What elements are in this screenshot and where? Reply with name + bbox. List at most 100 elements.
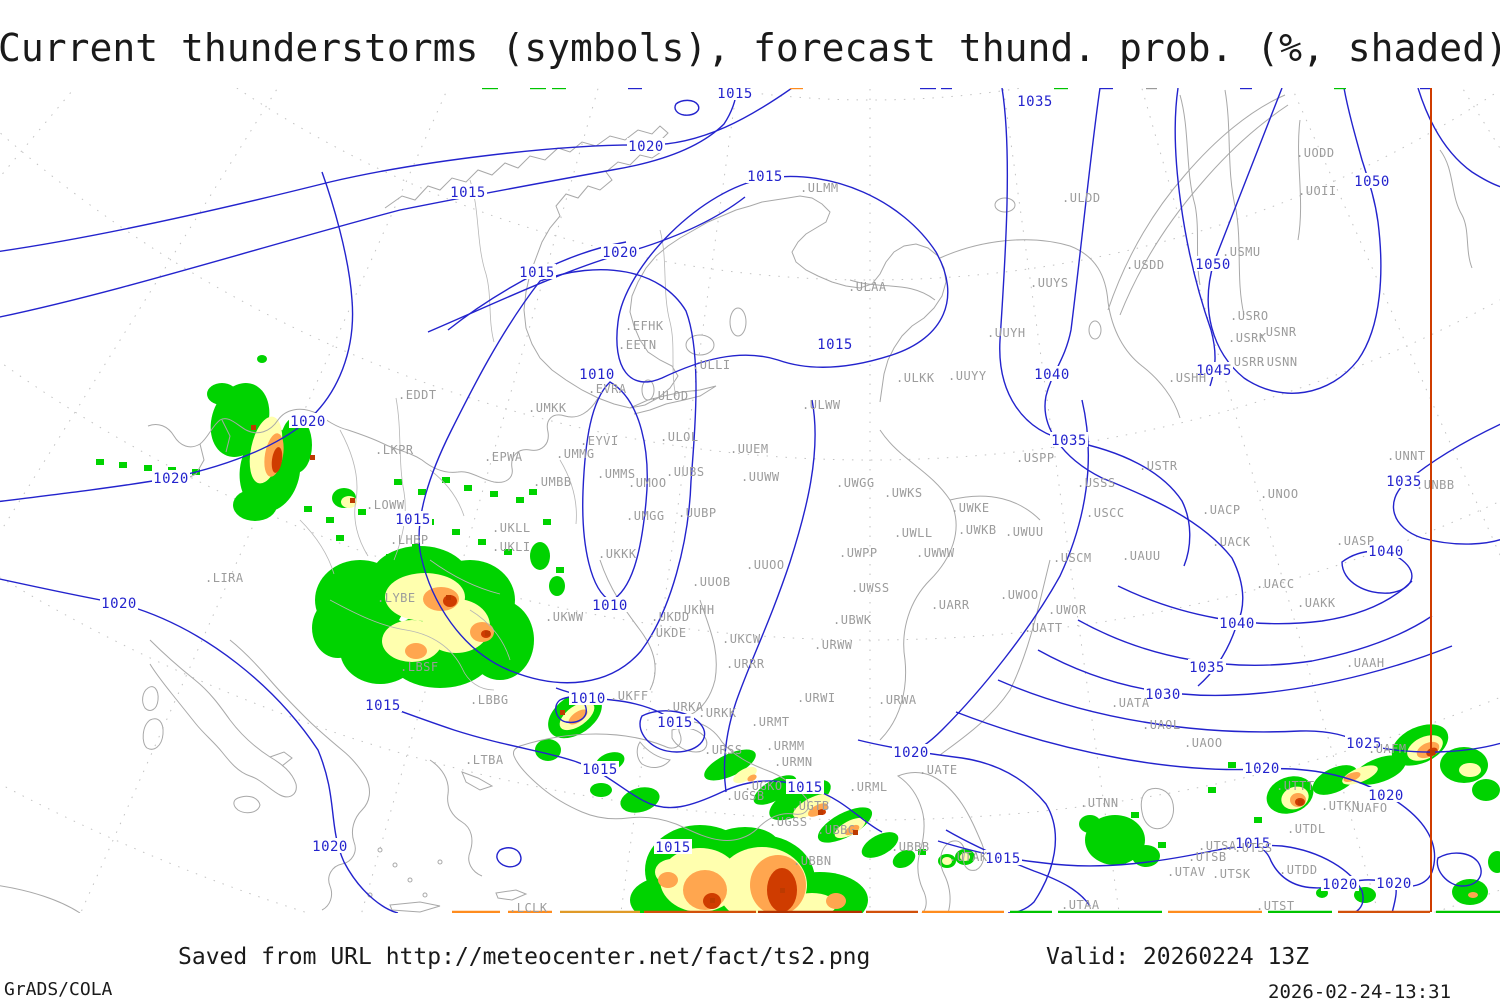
isobar-label: 1015 (787, 780, 823, 796)
isobar-contours (0, 88, 1500, 913)
prob-shading-blob (942, 857, 952, 865)
station-label: .UGKO (744, 779, 783, 793)
station-label: .UMKK (528, 401, 567, 415)
isobar-label-mask (394, 511, 432, 526)
station-label: .UGSS (769, 815, 808, 829)
isobar-label-mask (1385, 473, 1423, 488)
station-label: .UASP (1336, 534, 1375, 548)
station-label: .UWLL (894, 526, 933, 540)
station-label: .UUBP (678, 506, 717, 520)
isobar-label: 1015 (519, 265, 555, 281)
thunderstorm-symbol (446, 595, 451, 600)
station-label: .UMGG (626, 509, 665, 523)
prob-shading-fleck (144, 465, 152, 471)
prob-shading-blob (549, 576, 565, 596)
prob-shading-fleck (336, 535, 344, 541)
isobar-label-mask (816, 336, 854, 351)
isobar-label: 1030 (1145, 687, 1181, 703)
station-label: .UWKS (884, 486, 923, 500)
station-label: .UTST (1256, 899, 1295, 913)
station-label: .UMBB (533, 475, 572, 489)
station-label: .LBBG (470, 693, 509, 707)
isobar-label: 1040 (1219, 616, 1255, 632)
station-label: .LTBA (465, 753, 504, 767)
station-label: .URMN (774, 755, 813, 769)
station-label: .UUOO (746, 558, 785, 572)
station-label: .UMMS (597, 467, 636, 481)
prob-shading-blob (271, 447, 283, 473)
station-label: .USDD (1126, 258, 1165, 272)
prob-shading-blob (207, 383, 237, 405)
isobar-label: 1020 (153, 471, 189, 487)
station-label: .URWI (797, 691, 836, 705)
station-label: .URWW (814, 638, 853, 652)
station-label: .EPWA (484, 450, 523, 464)
isobar-label: 1020 (602, 245, 638, 261)
station-label: .UTSK (1212, 867, 1251, 881)
station-label: .UWSS (851, 581, 890, 595)
thunderstorm-symbol (1298, 800, 1303, 805)
prob-shading-blob (530, 542, 550, 570)
prob-shading-blob (382, 620, 442, 662)
prob-shading-blob (733, 766, 757, 784)
isobar-label: 1015 (365, 698, 401, 714)
isobar-label-mask (1353, 173, 1391, 188)
isobar-label-mask (786, 779, 824, 794)
isobar-label-mask (1367, 787, 1405, 802)
station-label: .EDDT (398, 388, 437, 402)
isobar-label-mask (364, 697, 402, 712)
isobar-label: 1020 (101, 596, 137, 612)
station-label: .USTR (1139, 459, 1178, 473)
isobar-label-mask (1050, 432, 1088, 447)
station-label: .URMM (766, 739, 805, 753)
station-label: .UAKK (1297, 596, 1336, 610)
valid-time-text: Valid: 20260224 13Z (1046, 944, 1310, 970)
station-label: .UNBB (1416, 478, 1455, 492)
isobar-label-mask (627, 138, 665, 153)
station-label: .UBBB (891, 840, 930, 854)
station-label: .UARR (931, 598, 970, 612)
isobar-label: 1015 (655, 840, 691, 856)
thunderstorm-symbol (853, 830, 858, 835)
thunderstorm-symbol (485, 631, 490, 636)
station-label: .UWUU (1005, 525, 1044, 539)
isobar-label: 1010 (570, 691, 606, 707)
isobar-label-mask (984, 850, 1022, 865)
prob-shading-fleck (326, 517, 334, 523)
isobar-label: 1015 (985, 851, 1021, 867)
station-labels: .ULMM .ULDD .UODD .UOII .USMU .USDD .UUYS .ULAA… (205, 146, 1455, 913)
prob-shading-blob (405, 643, 427, 659)
prob-shading-blob (658, 872, 678, 888)
meridian-gridline (0, 0, 179, 445)
station-label: .ULMM (800, 181, 839, 195)
isobar-label: 1050 (1354, 174, 1390, 190)
prob-shading-fleck (556, 567, 564, 573)
prob-shading-blob (704, 749, 756, 781)
station-label: .USRR (1226, 355, 1265, 369)
isobar-label-mask (656, 714, 694, 729)
isobar-label-mask (1375, 875, 1413, 890)
prob-shading-fleck (490, 491, 498, 497)
isobar-label: 1020 (893, 745, 929, 761)
isobar-label-mask (746, 168, 784, 183)
grads-cola-credit: GrADS/COLA (4, 979, 113, 1000)
isobar-label: 1015 (450, 185, 486, 201)
prob-shading-blob (1079, 815, 1101, 833)
isobar-label: 1015 (395, 512, 431, 528)
map-title: Current thunderstorms (symbols), forecas… (0, 26, 1500, 70)
isobar-label-mask (1345, 735, 1383, 750)
thunderstorm-symbol (560, 710, 565, 715)
prob-shading-blob (1472, 779, 1500, 801)
station-label: .USRK (1228, 331, 1267, 345)
isobar-label: 1035 (1051, 433, 1087, 449)
isobar-label-mask (1243, 760, 1281, 775)
station-label: .URML (849, 780, 888, 794)
isobar-label: 1015 (582, 762, 618, 778)
prob-shading-fleck (452, 529, 460, 535)
station-label: .UTSB (1188, 850, 1227, 864)
station-label: .LKPR (375, 443, 414, 457)
prob-shading-fleck (516, 497, 524, 503)
station-label: .USHH (1168, 371, 1207, 385)
station-label: .UKFF (610, 689, 649, 703)
